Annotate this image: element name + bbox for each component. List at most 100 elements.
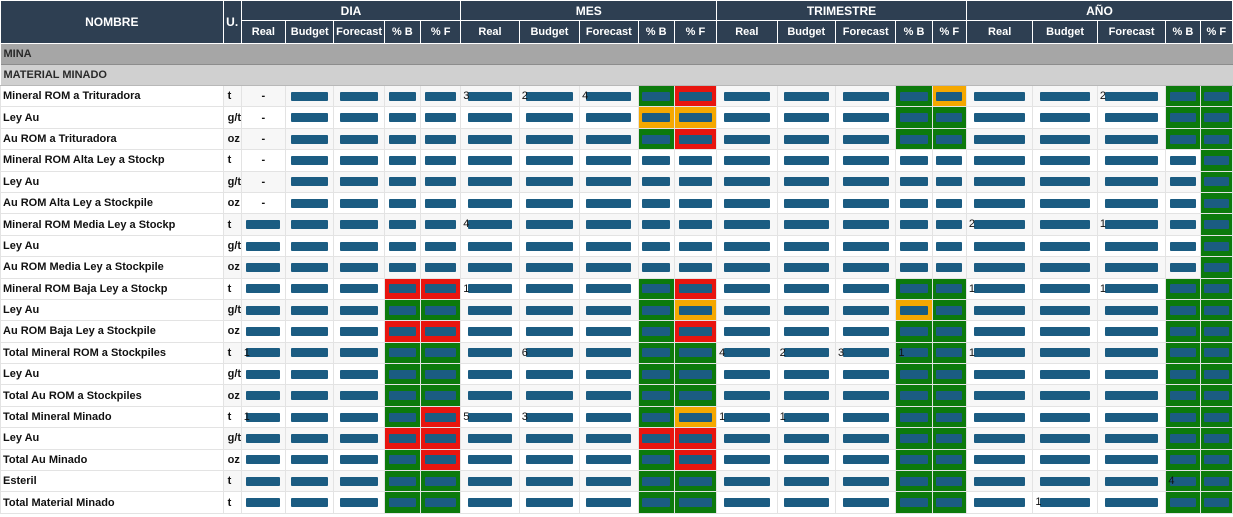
redacted-value <box>974 198 1026 208</box>
subheader-dia-3[interactable]: % B <box>383 20 421 44</box>
table-row[interactable]: Au ROM Media Ley a Stockpile oz <box>0 256 1233 279</box>
cell-ano-4 <box>1199 448 1233 472</box>
cell-mes-2 <box>579 363 639 386</box>
row-unit: t <box>222 491 242 514</box>
table-row[interactable]: Ley Au g/t - <box>0 106 1233 129</box>
subheader-mes-1[interactable]: Budget <box>518 20 581 44</box>
table-row[interactable]: Au ROM Baja Ley a Stockpile oz <box>0 320 1233 343</box>
cell-dia-2 <box>333 384 385 407</box>
row-unit: oz <box>222 191 242 215</box>
cell-tri-3 <box>895 234 933 258</box>
subheader-ano-1[interactable]: Budget <box>1032 20 1098 44</box>
cell-mes-3 <box>637 213 675 236</box>
table-row[interactable]: Total Au ROM a Stockpiles oz <box>0 384 1233 407</box>
cell-tri-2 <box>834 427 897 450</box>
cell-tri-0 <box>716 234 778 258</box>
redacted-value <box>974 455 1026 465</box>
subheader-tri-2[interactable]: Forecast <box>834 20 897 44</box>
subheader-mes-4[interactable]: % F <box>673 20 718 44</box>
subheader-ano-2[interactable]: Forecast <box>1096 20 1167 44</box>
subheader-ano-4[interactable]: % F <box>1199 20 1233 44</box>
redacted-value <box>1169 198 1196 208</box>
subheader-tri-1[interactable]: Budget <box>776 20 836 44</box>
cell-mes-1 <box>518 234 581 258</box>
table-row[interactable]: Total Au Minado oz <box>0 448 1233 472</box>
column-header-nombre[interactable]: NOMBRE <box>0 0 224 44</box>
group-header-dia[interactable]: DIA <box>240 0 462 21</box>
redacted-value <box>1105 348 1158 358</box>
column-header-unidad[interactable]: U. <box>222 0 242 44</box>
row-unit: t <box>222 213 242 236</box>
cell-ano-1 <box>1032 84 1098 108</box>
group-header-mes[interactable]: MES <box>460 0 718 21</box>
cell-tri-0 <box>716 448 778 472</box>
redacted-value <box>900 391 928 401</box>
redacted-value <box>723 434 771 444</box>
table-row[interactable]: Ley Au g/t <box>0 234 1233 258</box>
redacted-value <box>246 455 281 465</box>
redacted-value <box>586 412 632 422</box>
group-header-trimestre[interactable]: TRIMESTRE <box>716 0 967 21</box>
subheader-dia-0[interactable]: Real <box>240 20 287 44</box>
cell-ano-4 <box>1199 470 1233 493</box>
table-row[interactable]: Ley Au g/t <box>0 363 1233 386</box>
subheader-dia-4[interactable]: % F <box>419 20 462 44</box>
subheader-dia-2[interactable]: Forecast <box>333 20 385 44</box>
redacted-value <box>842 369 889 379</box>
table-row[interactable]: Mineral ROM Media Ley a Stockp t 4 2 1 <box>0 213 1233 236</box>
cell-mes-3 <box>637 298 675 322</box>
table-row[interactable]: Ley Au g/t - <box>0 170 1233 193</box>
cell-dia-4 <box>419 363 462 386</box>
table-row[interactable]: Total Mineral Minado t 1 5 3 1 1 <box>0 405 1233 429</box>
table-row[interactable]: Ley Au g/t <box>0 427 1233 450</box>
table-row[interactable]: Esteril t 4 <box>0 470 1233 493</box>
cell-dia-0: - <box>240 170 287 193</box>
redacted-value <box>974 348 1026 358</box>
visible-digit: 1 <box>898 346 905 359</box>
table-row[interactable]: Mineral ROM Alta Ley a Stockp t - <box>0 149 1233 172</box>
cell-tri-4 <box>931 106 967 129</box>
redacted-value <box>526 220 573 230</box>
cell-ano-4 <box>1199 234 1233 258</box>
subheader-tri-0[interactable]: Real <box>716 20 778 44</box>
redacted-value <box>842 412 889 422</box>
redacted-value <box>291 155 329 165</box>
redacted-value <box>586 220 632 230</box>
group-header-ano[interactable]: AÑO <box>965 0 1233 21</box>
redacted-value <box>526 498 573 508</box>
subheader-tri-4[interactable]: % F <box>931 20 967 44</box>
redacted-value <box>1204 262 1229 272</box>
redacted-value <box>586 113 632 123</box>
redacted-value <box>291 91 329 101</box>
subheader-mes-0[interactable]: Real <box>460 20 520 44</box>
table-row[interactable]: Mineral ROM a Trituradora t - 3 2 4 2 <box>0 84 1233 108</box>
redacted-value <box>936 198 963 208</box>
redacted-value <box>467 369 513 379</box>
subheader-mes-2[interactable]: Forecast <box>579 20 639 44</box>
subheader-mes-3[interactable]: % B <box>637 20 675 44</box>
table-row[interactable]: Ley Au g/t <box>0 298 1233 322</box>
subheader-ano-0[interactable]: Real <box>965 20 1034 44</box>
redacted-value <box>936 262 963 272</box>
subheader-ano-3[interactable]: % B <box>1165 20 1201 44</box>
cell-ano-3 <box>1165 491 1201 514</box>
redacted-value <box>1040 113 1090 123</box>
table-row[interactable]: Au ROM Alta Ley a Stockpile oz - <box>0 191 1233 215</box>
redacted-value <box>246 220 281 230</box>
cell-ano-1 <box>1032 448 1098 472</box>
redacted-value <box>1105 241 1158 251</box>
table-row[interactable]: Au ROM a Trituradora oz - <box>0 127 1233 151</box>
visible-digit: 4 <box>582 90 589 102</box>
table-row[interactable]: Total Mineral ROM a Stockpiles t 1 6 4 2 3 1 1 <box>0 341 1233 365</box>
row-unit: t <box>222 277 242 300</box>
redacted-value <box>679 476 712 486</box>
redacted-value <box>974 262 1026 272</box>
redacted-value <box>900 434 928 444</box>
cell-ano-3 <box>1165 234 1201 258</box>
subheader-tri-3[interactable]: % B <box>895 20 933 44</box>
visible-digit: 1 <box>779 410 786 423</box>
table-row[interactable]: Mineral ROM Baja Ley a Stockp t 1 1 1 <box>0 277 1233 300</box>
table-row[interactable]: Total Material Minado t 1 <box>0 491 1233 514</box>
cell-mes-1 <box>518 448 581 472</box>
subheader-dia-1[interactable]: Budget <box>285 20 335 44</box>
